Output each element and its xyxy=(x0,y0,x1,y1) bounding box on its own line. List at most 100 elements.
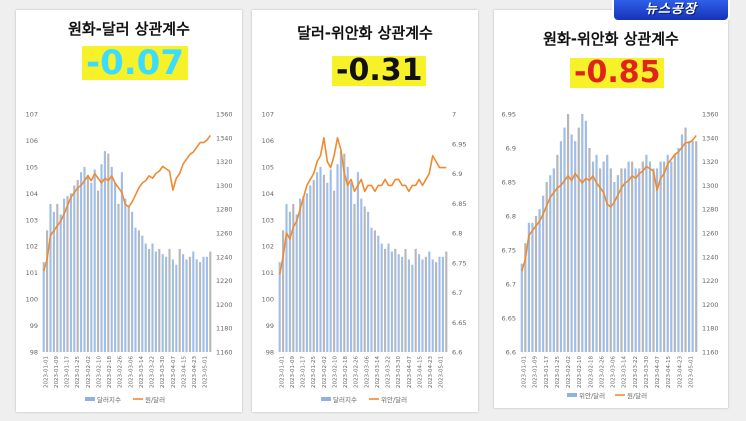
chart-panel-krw-usd: 원화-달러 상관계수 -0.07 98 99 100 101 102 103 104 105 1… xyxy=(16,10,242,412)
y-left-tick-label: 6.7 xyxy=(506,281,516,289)
x-tick-label: 2023-04-15 xyxy=(417,356,423,388)
x-tick-label: 2023-05-01 xyxy=(439,356,445,388)
x-tick-label: 2023-01-09 xyxy=(533,356,539,388)
chart-title: 원화-달러 상관계수 xyxy=(68,20,190,38)
bar xyxy=(117,203,120,352)
bar xyxy=(441,256,444,352)
bar xyxy=(165,256,168,352)
y-left-tick-label: 103 xyxy=(26,216,38,224)
bar xyxy=(141,235,144,352)
bar xyxy=(688,141,691,352)
y-left-tick-label: 6.65 xyxy=(502,315,516,323)
x-tick-label: 2023-03-14 xyxy=(622,356,628,388)
chart-svg: 6.6 6.65 6.7 6.75 6.8 6.85 6.9 6.95 1160 1180 1200… xyxy=(502,111,719,401)
y-right-tick-label: 1260 xyxy=(702,230,719,238)
x-tick-label: 2023-04-23 xyxy=(677,356,683,388)
bar xyxy=(431,259,434,352)
bar xyxy=(110,166,113,352)
bar xyxy=(659,161,662,352)
y-right-tick-label: 1360 xyxy=(216,111,233,119)
y-left-tick-label: 104 xyxy=(26,190,38,198)
bar xyxy=(343,153,346,352)
legend-bar-swatch xyxy=(85,397,95,401)
y-right-tick-label: 6.9 xyxy=(452,170,462,178)
y-right-tick-label: 1340 xyxy=(702,134,719,142)
legend-label: 위안/달러 xyxy=(381,395,407,404)
bar xyxy=(103,151,106,352)
y-right-tick-label: 1220 xyxy=(702,277,719,285)
x-tick-label: 2023-02-02 xyxy=(322,356,328,388)
bar xyxy=(302,195,305,352)
legend-label: 원/달러 xyxy=(627,391,647,400)
x-tick-label: 2023-05-01 xyxy=(203,356,209,388)
bar xyxy=(69,193,72,352)
bar xyxy=(599,168,602,352)
y-left-tick-label: 101 xyxy=(26,269,38,277)
x-tick-label: 2023-03-14 xyxy=(375,356,381,388)
bar xyxy=(380,243,383,352)
bar xyxy=(137,230,140,352)
bar xyxy=(161,254,164,352)
bar xyxy=(538,209,541,352)
correlation-value: -0.07 xyxy=(82,46,188,80)
x-tick-label: 2023-02-10 xyxy=(577,356,583,388)
bar xyxy=(411,264,414,352)
x-tick-label: 2023-04-23 xyxy=(428,356,434,388)
bar xyxy=(63,198,66,352)
bar xyxy=(613,182,616,352)
bar xyxy=(424,256,427,352)
bar xyxy=(648,161,652,352)
y-right-tick-label: 6.65 xyxy=(452,319,466,327)
x-tick-label: 2023-02-26 xyxy=(599,356,605,388)
bar xyxy=(107,153,110,352)
bar xyxy=(312,180,315,352)
x-tick-label: 2023-01-09 xyxy=(290,356,296,388)
bar xyxy=(390,251,393,352)
bar xyxy=(387,243,390,352)
bar xyxy=(329,169,332,352)
y-right-tick-label: 1340 xyxy=(216,134,233,142)
y-left-tick-label: 104 xyxy=(262,190,274,198)
bar xyxy=(623,168,627,352)
x-tick-label: 2023-01-09 xyxy=(54,356,60,388)
x-tick-label: 2023-01-17 xyxy=(544,356,550,388)
x-tick-label: 2023-02-26 xyxy=(118,356,124,388)
bar xyxy=(188,256,191,352)
bar xyxy=(356,172,359,352)
bar xyxy=(100,164,103,352)
bar xyxy=(616,175,620,352)
chart-panel-krw-cny: 원화-위안화 상관계수 -0.85 6.6 6.65 6.7 6.75 6.8 6.85 6… xyxy=(494,10,728,408)
x-tick-label: 2023-01-01 xyxy=(522,356,528,388)
bar xyxy=(90,182,93,352)
correlation-value: -0.31 xyxy=(332,56,427,86)
bar xyxy=(288,211,291,352)
bar xyxy=(421,259,424,352)
bar xyxy=(134,227,137,352)
bar xyxy=(556,154,559,352)
legend-bar-swatch xyxy=(567,393,577,397)
bar xyxy=(305,193,308,352)
x-tick-label: 2023-04-15 xyxy=(181,356,187,388)
x-tick-label: 2023-01-17 xyxy=(301,356,307,388)
bar xyxy=(641,161,644,352)
bar xyxy=(588,148,591,352)
bar xyxy=(563,127,566,352)
bar xyxy=(346,166,349,352)
bar xyxy=(631,161,634,352)
bar xyxy=(52,211,55,352)
y-left-tick-label: 99 xyxy=(266,322,274,330)
y-left-tick-label: 106 xyxy=(26,137,38,145)
bar xyxy=(182,254,185,352)
bar xyxy=(195,259,198,352)
bar xyxy=(175,264,178,352)
y-left-tick-label: 107 xyxy=(262,111,274,119)
bar xyxy=(131,211,134,352)
y-left-tick-label: 6.75 xyxy=(502,247,516,255)
bar xyxy=(384,248,387,352)
bar xyxy=(373,230,376,352)
bar xyxy=(319,166,322,352)
bar xyxy=(655,168,659,352)
y-right-tick-label: 1300 xyxy=(702,182,719,190)
bar xyxy=(367,211,370,352)
bar xyxy=(627,161,630,352)
